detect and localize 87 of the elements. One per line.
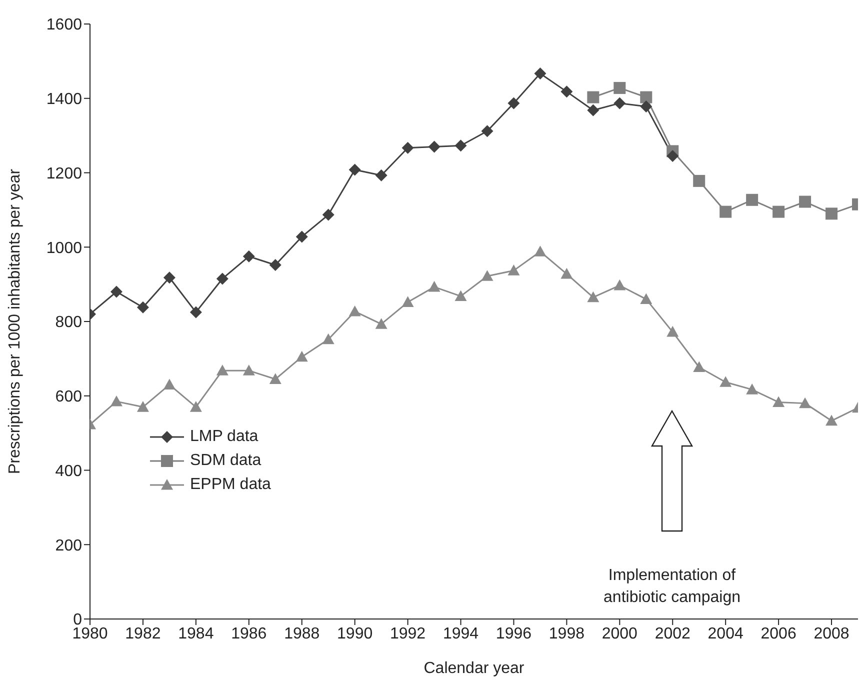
point [640,91,652,104]
point [693,361,706,372]
point [614,82,626,94]
y-tick-label: 600 [55,388,82,406]
point [216,272,228,285]
legend-label: SDM data [190,452,262,470]
x-tick-label: 1990 [337,625,373,642]
point [508,97,520,110]
point [269,258,282,271]
point [136,401,149,412]
point [348,164,361,176]
point [720,376,732,387]
point [614,279,626,290]
point [296,230,308,243]
point [772,206,785,218]
x-tick-label: 2004 [708,625,744,642]
x-tick-label: 2006 [760,625,796,642]
point [269,373,282,384]
point [296,350,308,362]
point [772,396,785,407]
point [746,194,758,206]
point [640,100,652,113]
point [242,250,255,262]
point [163,272,176,284]
point [136,301,149,314]
point [402,296,414,307]
point [534,67,546,80]
point [587,91,600,104]
y-tick-label: 1000 [46,240,82,257]
point [587,291,600,302]
y-axis-title: Prescriptions per 1000 inhabitants per year [6,168,24,474]
x-tick-label: 1982 [125,625,161,642]
point [826,208,838,220]
y-tick-label: 800 [55,314,82,332]
point [666,150,679,162]
legend-label: EPPM data [190,476,271,494]
point [190,306,202,318]
x-tick-label: 1998 [548,625,585,642]
point [402,142,414,154]
y-tick-label: 1200 [46,165,82,182]
point [799,397,812,408]
point [508,264,520,276]
point [640,293,652,304]
y-tick-label: 1400 [46,91,82,108]
x-tick-label: 1984 [178,625,214,642]
point [454,140,467,152]
point [481,125,494,138]
x-tick-label: 2000 [602,625,638,642]
annotation: Implementation of antibiotic campaign [602,566,742,608]
point [190,401,202,412]
point [560,86,573,98]
x-tick-label: 1986 [231,625,267,642]
point [216,364,228,376]
y-tick-label: 400 [55,462,82,480]
point [375,318,388,329]
point [163,378,176,390]
y-tick-label: 200 [55,537,82,554]
point [428,140,440,153]
point [348,305,361,316]
point [110,395,122,406]
point [454,290,467,302]
point [826,414,838,426]
point [534,246,546,256]
point [242,364,255,376]
x-tick-label: 1992 [390,625,426,642]
point [375,169,388,182]
x-tick-label: 2002 [654,625,691,642]
point [110,286,122,298]
point [614,97,626,110]
x-tick-label: 2008 [814,625,850,642]
x-axis-title: Calendar year [424,660,525,677]
x-tick-label: 1996 [496,625,532,642]
point [720,206,732,218]
point [746,384,758,394]
point [322,208,334,221]
y-tick-label: 1600 [46,16,82,34]
x-tick-label: 1994 [442,625,479,642]
point [587,104,600,116]
x-tick-label: 1988 [284,625,320,642]
point [481,270,494,281]
point [666,326,679,337]
point [693,174,706,187]
point [799,196,812,208]
point [322,333,334,344]
point [428,280,440,292]
point [560,268,573,279]
legend-label: LMP data [190,428,258,446]
